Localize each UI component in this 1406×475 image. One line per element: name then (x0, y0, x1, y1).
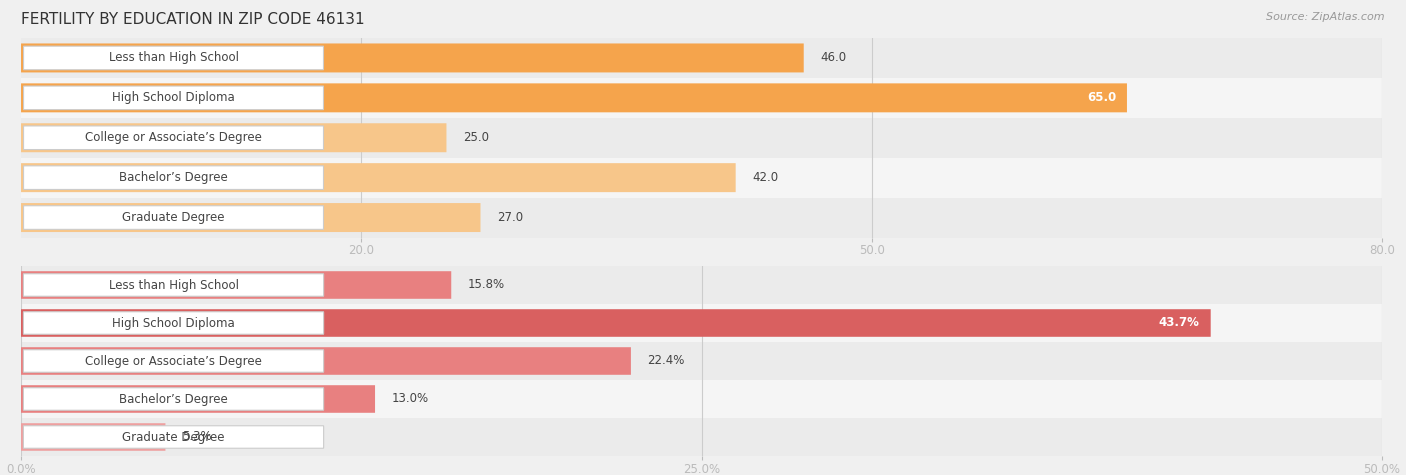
FancyBboxPatch shape (21, 124, 447, 152)
Text: 27.0: 27.0 (496, 211, 523, 224)
Text: College or Associate’s Degree: College or Associate’s Degree (86, 131, 262, 144)
Text: 5.3%: 5.3% (181, 430, 211, 444)
Text: Source: ZipAtlas.com: Source: ZipAtlas.com (1267, 12, 1385, 22)
FancyBboxPatch shape (21, 44, 804, 72)
FancyBboxPatch shape (21, 347, 631, 375)
FancyBboxPatch shape (24, 350, 323, 372)
Text: High School Diploma: High School Diploma (112, 91, 235, 104)
FancyBboxPatch shape (21, 118, 1382, 158)
FancyBboxPatch shape (24, 206, 323, 229)
FancyBboxPatch shape (21, 380, 1382, 418)
Text: Bachelor’s Degree: Bachelor’s Degree (120, 171, 228, 184)
FancyBboxPatch shape (21, 423, 166, 451)
Text: High School Diploma: High School Diploma (112, 316, 235, 330)
FancyBboxPatch shape (21, 304, 1382, 342)
Text: Bachelor’s Degree: Bachelor’s Degree (120, 392, 228, 406)
Text: Less than High School: Less than High School (108, 51, 239, 65)
FancyBboxPatch shape (21, 309, 1211, 337)
FancyBboxPatch shape (24, 86, 323, 110)
Text: 65.0: 65.0 (1087, 91, 1116, 104)
FancyBboxPatch shape (21, 78, 1382, 118)
FancyBboxPatch shape (21, 203, 481, 232)
Text: 15.8%: 15.8% (468, 278, 505, 292)
FancyBboxPatch shape (24, 166, 323, 190)
FancyBboxPatch shape (24, 46, 323, 70)
Text: Graduate Degree: Graduate Degree (122, 211, 225, 224)
Text: 22.4%: 22.4% (647, 354, 685, 368)
FancyBboxPatch shape (24, 312, 323, 334)
FancyBboxPatch shape (21, 385, 375, 413)
Text: College or Associate’s Degree: College or Associate’s Degree (86, 354, 262, 368)
FancyBboxPatch shape (21, 163, 735, 192)
FancyBboxPatch shape (21, 84, 1128, 112)
Text: 13.0%: 13.0% (391, 392, 429, 406)
Text: 25.0: 25.0 (463, 131, 489, 144)
Text: 43.7%: 43.7% (1159, 316, 1199, 330)
Text: 46.0: 46.0 (820, 51, 846, 65)
FancyBboxPatch shape (21, 158, 1382, 198)
FancyBboxPatch shape (24, 388, 323, 410)
FancyBboxPatch shape (21, 198, 1382, 238)
FancyBboxPatch shape (21, 271, 451, 299)
FancyBboxPatch shape (21, 38, 1382, 78)
Text: FERTILITY BY EDUCATION IN ZIP CODE 46131: FERTILITY BY EDUCATION IN ZIP CODE 46131 (21, 12, 364, 27)
Text: Less than High School: Less than High School (108, 278, 239, 292)
FancyBboxPatch shape (24, 426, 323, 448)
FancyBboxPatch shape (24, 126, 323, 150)
FancyBboxPatch shape (21, 342, 1382, 380)
FancyBboxPatch shape (21, 266, 1382, 304)
FancyBboxPatch shape (21, 418, 1382, 456)
Text: Graduate Degree: Graduate Degree (122, 430, 225, 444)
Text: 42.0: 42.0 (752, 171, 778, 184)
FancyBboxPatch shape (24, 274, 323, 296)
